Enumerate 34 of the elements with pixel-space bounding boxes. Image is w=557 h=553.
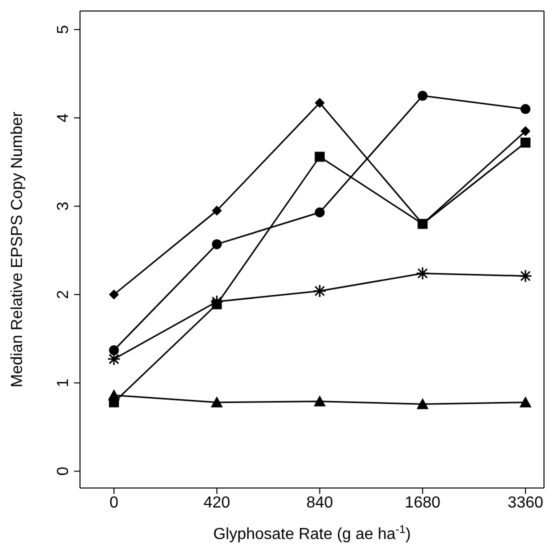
x-tick-label: 0 — [110, 494, 118, 512]
point — [520, 126, 530, 136]
point — [314, 152, 325, 162]
point — [416, 398, 429, 410]
point — [108, 290, 119, 300]
x-axis-title: Glyphosate Rate (g ae ha$^{-1}$) — [213, 524, 411, 543]
point — [212, 206, 222, 216]
point — [108, 345, 119, 356]
point — [518, 269, 532, 283]
y-tick-label: 3 — [55, 202, 72, 211]
y-tick-label: 5 — [55, 25, 72, 34]
point — [312, 284, 326, 298]
point — [314, 98, 325, 108]
point — [108, 389, 120, 400]
y-tick-label: 1 — [55, 378, 72, 388]
y-tick-label: 2 — [55, 290, 72, 300]
point — [418, 218, 428, 229]
point — [416, 266, 430, 280]
x-tick-label: 3360 — [508, 494, 544, 512]
point — [314, 395, 326, 406]
y-tick-label: 0 — [55, 466, 72, 476]
y-tick-label: 4 — [55, 113, 72, 122]
point — [212, 239, 222, 250]
point — [210, 396, 223, 408]
point — [418, 90, 428, 101]
x-tick-label: 1680 — [404, 494, 440, 512]
point — [519, 396, 532, 408]
y-axis-title: Median Relative EPSPS Copy Number — [9, 110, 26, 388]
point — [107, 352, 121, 366]
point — [314, 207, 325, 218]
point — [520, 104, 530, 114]
x-tick-label: 840 — [306, 494, 334, 512]
point — [520, 138, 530, 148]
x-tick-label: 420 — [203, 494, 230, 512]
